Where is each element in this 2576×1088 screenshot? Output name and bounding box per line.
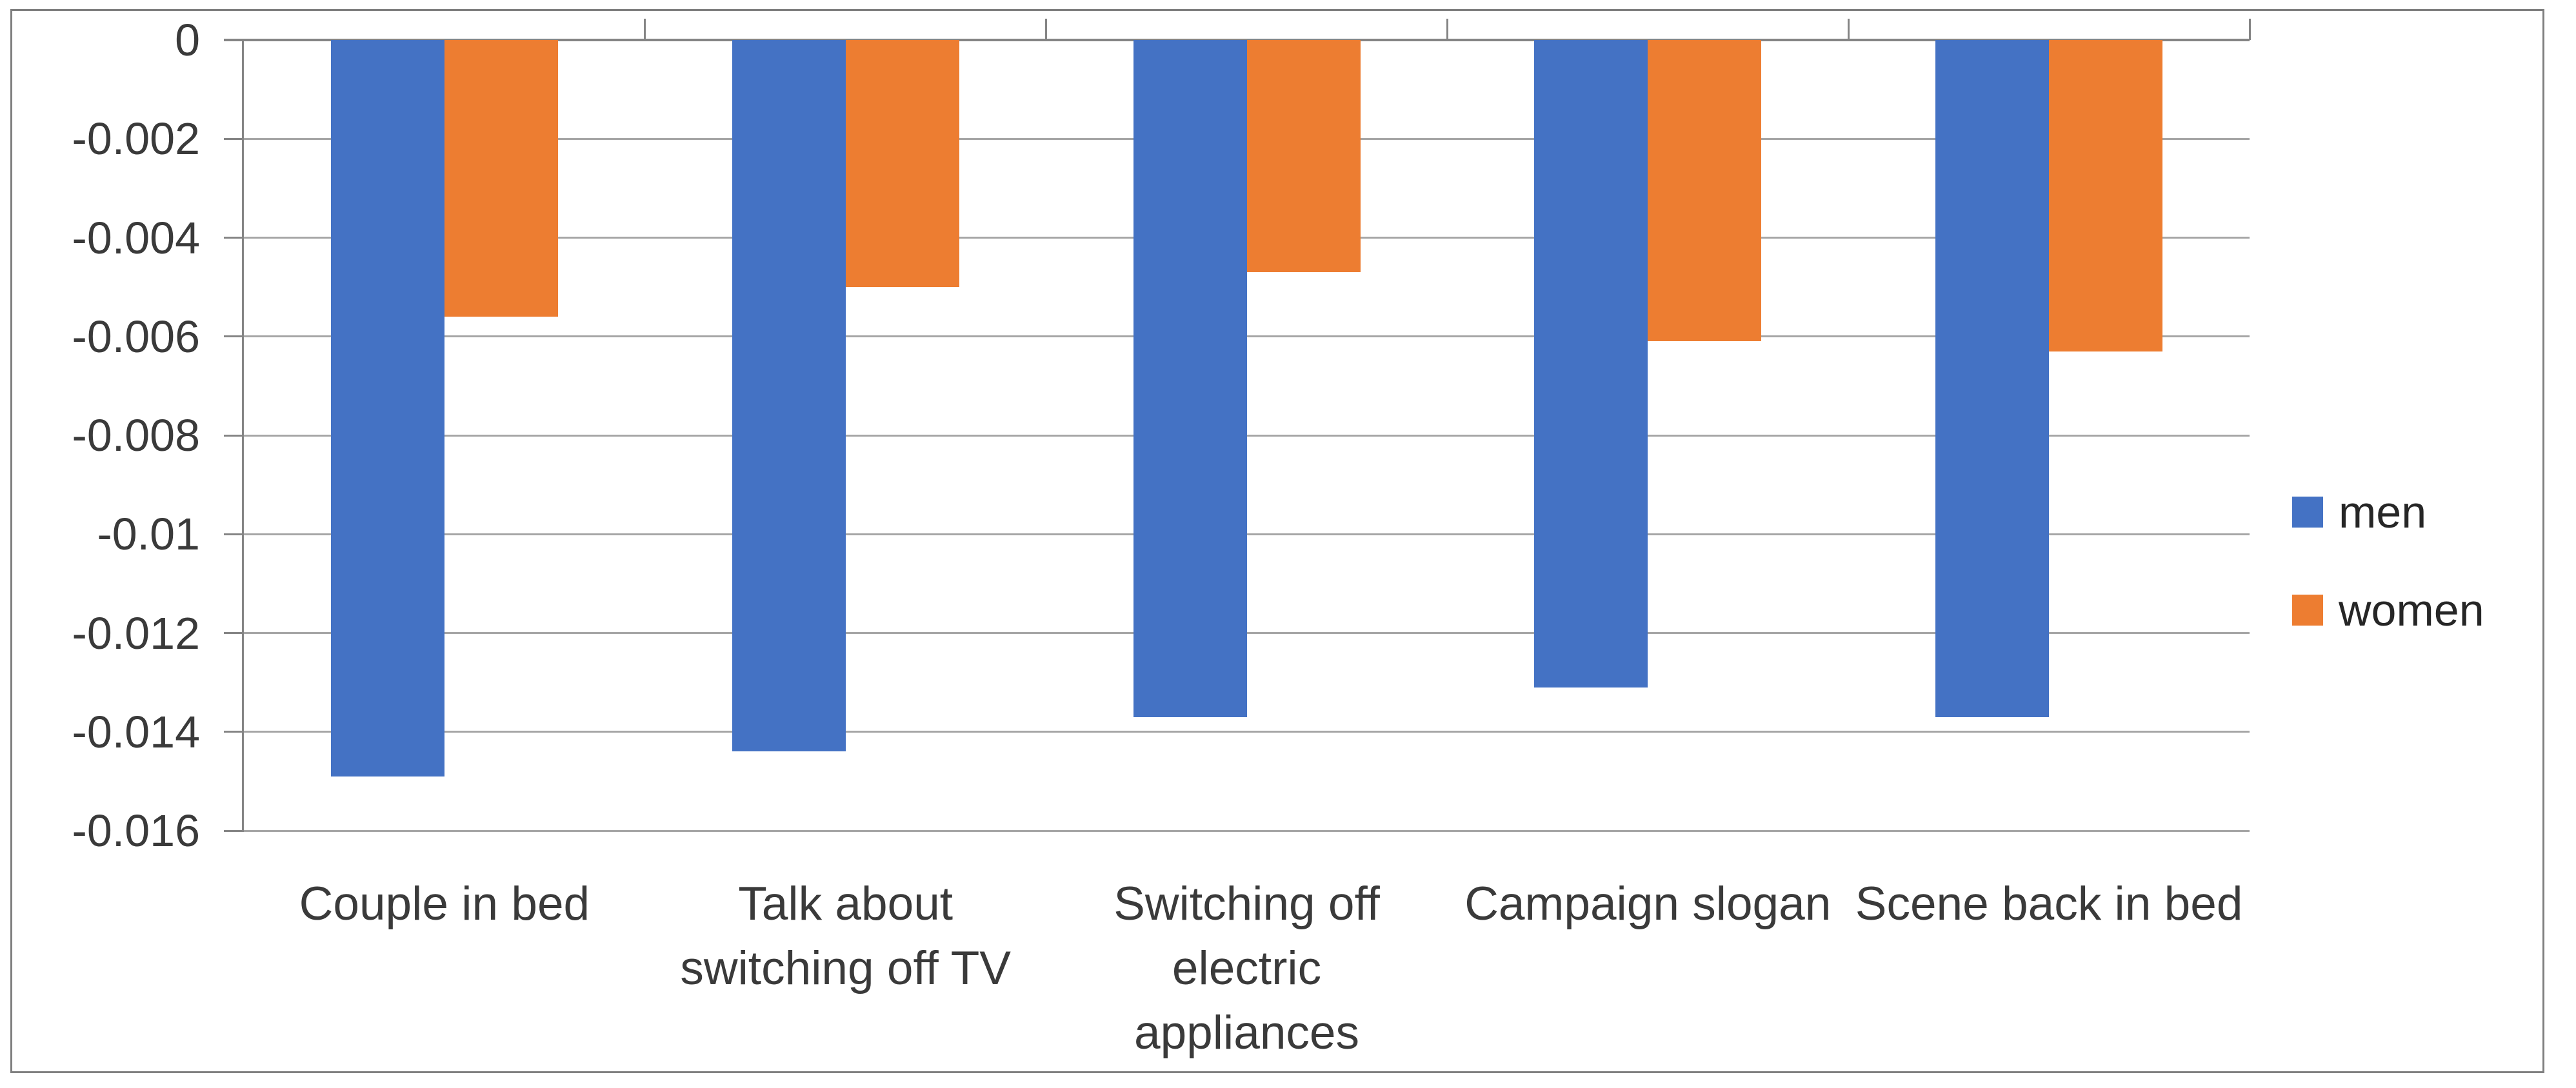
chart-frame (10, 9, 2544, 1073)
legend-swatch-men-icon (2292, 497, 2323, 528)
legend-item-women: women (2292, 583, 2484, 637)
legend-swatch-women-icon (2292, 595, 2323, 626)
legend-item-men: men (2292, 485, 2426, 539)
legend-label-women: women (2339, 585, 2484, 635)
legend-label-men: men (2339, 487, 2427, 537)
